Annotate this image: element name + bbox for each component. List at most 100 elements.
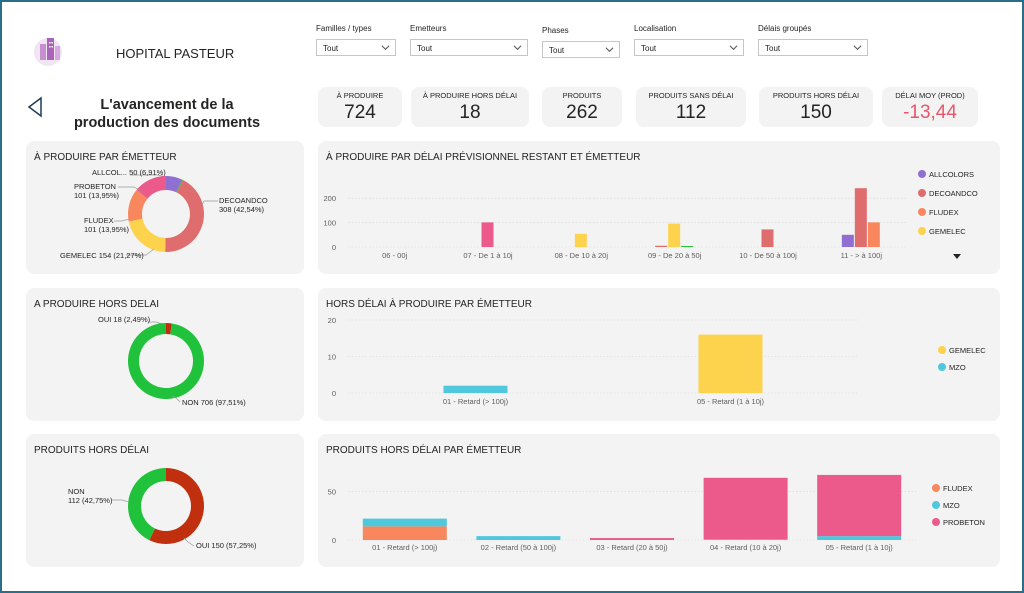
y-tick-label: 0 (332, 243, 336, 252)
panel-title: PRODUITS HORS DÉLAI (34, 445, 150, 456)
bar-probeton (817, 474, 902, 537)
filter-phases-select[interactable]: Tout (542, 41, 620, 58)
filter-value: Tout (549, 46, 565, 55)
bar-fludex (362, 526, 447, 540)
x-tick-label: 09 - De 20 à 50j (648, 251, 702, 260)
filter-delais-select[interactable]: Tout (758, 39, 868, 56)
x-tick-label: 03 - Retard (20 à 50j) (596, 543, 668, 552)
slice-label: GEMELEC 154 (21,27%) (60, 251, 144, 260)
x-tick-label: 06 - 00j (382, 251, 407, 260)
chevron-down-icon (605, 47, 614, 53)
panel-title: HORS DÉLAI À PRODUIRE PAR ÉMETTEUR (326, 299, 532, 310)
y-tick-label: 100 (323, 219, 336, 228)
slice-leader-line (126, 248, 155, 256)
donut-slice (166, 323, 172, 335)
donut-slice (128, 189, 148, 222)
kpi-card-produits-sans-delai: PRODUITS SANS DÉLAI 112 (636, 87, 746, 127)
bar-mzo (362, 518, 447, 527)
kpi-label: À PRODUIRE (336, 91, 384, 100)
x-tick-label: 04 - Retard (10 à 20j) (710, 543, 782, 552)
legend-marker (918, 170, 926, 178)
slice-leader-line (118, 186, 142, 192)
x-tick-label: 10 - De 50 à 100j (739, 251, 797, 260)
donut-slice (127, 323, 204, 399)
legend-label: FLUDEX (943, 484, 973, 493)
panel-title: À PRODUIRE PAR ÉMETTEUR (34, 152, 177, 163)
filter-localisation-select[interactable]: Tout (634, 39, 744, 56)
page-title-line1: L'avancement de la (100, 97, 234, 113)
kpi-value: 262 (566, 102, 598, 123)
slice-label: 101 (13,95%) (84, 225, 130, 234)
page-title-line2: production des documents (73, 115, 261, 131)
x-tick-label: 02 - Retard (50 à 100j) (481, 543, 557, 552)
x-tick-label: 07 - De 1 à 10j (463, 251, 513, 260)
y-tick-label: 200 (323, 194, 336, 203)
kpi-value: 112 (675, 102, 707, 123)
legend-label: MZO (949, 363, 966, 372)
kpi-label: PRODUITS SANS DÉLAI (648, 91, 734, 100)
panel-title: PRODUITS HORS DÉLAI PAR ÉMETTEUR (326, 445, 522, 456)
bar-chart-produits-hors-delai: 0 50 01 - Retard (> 100j) 02 - Retard (50 à… (328, 474, 985, 552)
slice-label: 101 (13,95%) (74, 191, 120, 200)
bar-gemelec (698, 334, 763, 393)
legend-marker (932, 518, 940, 526)
kpi-card-produits: PRODUITS 262 (542, 87, 622, 127)
bar-probeton (481, 222, 494, 247)
slice-label: PROBETON (74, 182, 116, 191)
chevron-down-icon (853, 45, 862, 51)
filter-value: Tout (417, 44, 433, 53)
x-tick-label: 01 - Retard (> 100j) (372, 543, 438, 552)
legend-marker (932, 484, 940, 492)
legend-marker (918, 227, 926, 235)
filter-familles: Familles / types Tout (316, 24, 396, 56)
filter-localisation: Localisation Tout (634, 24, 744, 56)
bar-allcolors (841, 234, 854, 247)
x-tick-label: 05 - Retard (1 à 10j) (826, 543, 894, 552)
kpi-label: PRODUITS HORS DÉLAI (772, 91, 860, 100)
legend-label: GEMELEC (949, 346, 986, 355)
kpi-value: 18 (459, 102, 481, 123)
bar-mzo (443, 385, 508, 393)
donut-slice (136, 176, 166, 199)
legend-more-icon[interactable] (952, 253, 962, 261)
filter-label: Délais groupés (758, 24, 812, 33)
filter-familles-select[interactable]: Tout (316, 39, 396, 56)
legend-marker (932, 501, 940, 509)
bar-green (681, 246, 694, 247)
panel-delai-previsionnel: À PRODUIRE PAR DÉLAI PRÉVISIONNEL RESTAN… (318, 141, 1000, 274)
x-tick-label: 11 - > à 100j (841, 251, 883, 260)
bar-gemelec (668, 223, 681, 247)
page-title: L'avancement de la production des docume… (64, 96, 270, 132)
slice-label: DECOANDCO (219, 196, 268, 205)
filter-value: Tout (641, 44, 657, 53)
kpi-card-produits-hors-delai: PRODUITS HORS DÉLAI 150 (759, 87, 873, 127)
bar-fludex (703, 539, 788, 540)
slice-label: 112 (42,75%) (68, 496, 113, 505)
donut-slice (176, 179, 184, 193)
donut-slice (166, 176, 183, 193)
legend-label: PROBETON (943, 518, 985, 527)
panel-a-produire-hors-delai: A PRODUIRE HORS DELAI OUI 18 (2,49%) NON … (26, 288, 304, 421)
legend-label: FLUDEX (929, 208, 959, 217)
filter-emetteurs: Emetteurs Tout (410, 24, 528, 56)
kpi-value: 724 (344, 102, 376, 123)
x-tick-label: 01 - Retard (> 100j) (443, 397, 509, 406)
bar-fludex (867, 222, 880, 247)
bar-probeton (590, 538, 674, 540)
back-arrow-icon[interactable] (26, 96, 44, 118)
panel-a-produire-par-emetteur: À PRODUIRE PAR ÉMETTEUR ALLCOL... 50 (6,… (26, 141, 304, 274)
hospital-logo-icon (34, 38, 62, 66)
x-tick-label: 08 - De 10 à 20j (555, 251, 609, 260)
panel-title: A PRODUIRE HORS DELAI (34, 299, 160, 310)
kpi-card-a-produire: À PRODUIRE 724 (318, 87, 402, 127)
legend-label: GEMELEC (929, 227, 966, 236)
donut-chart-a-produire-hors-delai: OUI 18 (2,49%) NON 706 (97,51%) (98, 315, 246, 407)
chevron-down-icon (513, 45, 522, 51)
x-tick-label: 05 - Retard (1 à 10j) (697, 397, 765, 406)
slice-label: 308 (42,54%) (219, 205, 265, 214)
bar-probeton (703, 477, 788, 540)
filter-emetteurs-select[interactable]: Tout (410, 39, 528, 56)
filter-value: Tout (765, 44, 781, 53)
filter-phases: Phases Tout (542, 26, 620, 58)
